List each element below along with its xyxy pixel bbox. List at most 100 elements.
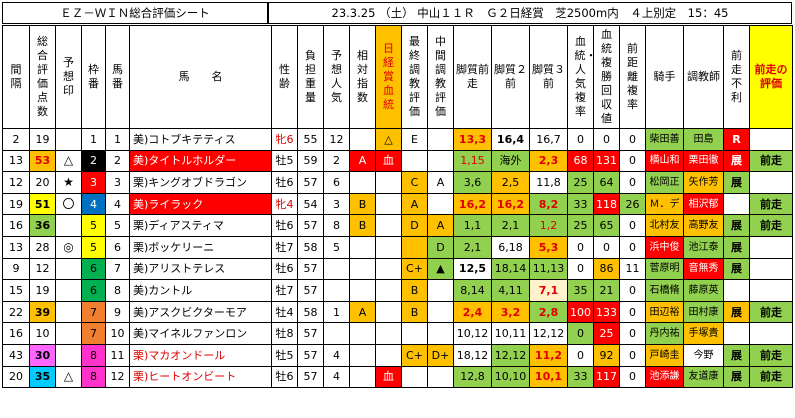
interval-cell: 15	[2, 279, 30, 302]
carried-weight: 57	[297, 279, 324, 302]
bloodline-return: 117	[593, 365, 620, 389]
style-last: 12,8	[453, 365, 492, 389]
header-label: 予想印	[63, 56, 74, 97]
prev-evaluation: 前走	[749, 192, 793, 216]
trainer-name: 手塚貴	[683, 322, 724, 345]
jockey-name: 池添謙	[645, 365, 684, 389]
final-workout	[401, 235, 428, 259]
score-cell: 19	[29, 279, 56, 302]
header-cell: 総合評価点数	[29, 25, 56, 129]
table-row: 20 35 △ 8 12 栗)ヒートオンビート 牡6 57 4 血 12,8 10,10 10,1 33 1…	[2, 365, 793, 389]
final-workout: C+	[401, 257, 428, 281]
horse-name: 美)マイネルファンロン	[129, 322, 272, 345]
header-cell: 血統複勝回収値	[593, 25, 620, 129]
prediction-mark: △	[55, 365, 82, 389]
header-cell: 中間調教評価	[427, 25, 454, 129]
prediction-mark	[55, 214, 82, 237]
bloodline-return: 21	[593, 279, 620, 302]
relative-index	[349, 322, 376, 345]
sex-age: 牡6	[271, 365, 298, 389]
bloodline-place-rate: 25	[567, 171, 594, 194]
style-last: 1,15	[453, 149, 492, 173]
prev-evaluation	[749, 279, 793, 302]
horse-number: 10	[105, 322, 130, 345]
carried-weight: 58	[297, 235, 324, 259]
score-cell: 36	[29, 214, 56, 237]
header-label: 負担重量	[305, 49, 316, 104]
trainer-name: 田島	[683, 128, 724, 151]
bloodline-return: 65	[593, 214, 620, 237]
bloodline-place-rate: 0	[567, 343, 594, 367]
prev-evaluation	[749, 128, 793, 151]
relative-index	[349, 279, 376, 302]
prev-disadvantage: 展	[723, 300, 750, 324]
prev-disadvantage: R	[723, 128, 750, 151]
distance-place-rate: 26	[619, 192, 646, 216]
style-last: 10,12	[453, 322, 492, 345]
prediction-mark: ★	[55, 171, 82, 194]
sex-age: 牡5	[271, 149, 298, 173]
table-row: 16 10 7 10 美)マイネルファンロン 牡8 57 10,12 10,11 12,12 0 25…	[2, 322, 793, 345]
table-row: 2 19 1 1 美)コトブキテティス 牝6 55 12 △ E 13,3 16,4 16,7 0 0 0 柴田…	[2, 128, 793, 151]
trainer-name: 音無秀	[683, 257, 724, 281]
carried-weight: 57	[297, 171, 324, 194]
style-last: 3,6	[453, 171, 492, 194]
prev-evaluation: 前走	[749, 214, 793, 237]
score-cell: 12	[29, 257, 56, 281]
horse-number: 6	[105, 235, 130, 259]
sex-age: 牡6	[271, 257, 298, 281]
predicted-popularity	[323, 279, 350, 302]
trainer-name: 高野友	[683, 214, 724, 237]
header-cell: 相対指数	[349, 25, 376, 129]
style-2back: 4,11	[491, 279, 530, 302]
prev-evaluation	[749, 257, 793, 281]
carried-weight: 57	[297, 214, 324, 237]
waku-number: 8	[81, 343, 106, 367]
horse-number: 8	[105, 279, 130, 302]
jockey-name: 柴田善	[645, 128, 684, 151]
carried-weight: 57	[297, 343, 324, 367]
style-last: 13,3	[453, 128, 492, 151]
interval-cell: 22	[2, 300, 30, 324]
header-cell: 日経賞血統	[375, 25, 402, 129]
bloodline-mark: 血	[375, 149, 402, 173]
style-3back: 1,2	[529, 214, 568, 237]
horse-name: 栗)キングオブドラゴン	[129, 171, 272, 194]
header-cell: 脚質前走	[453, 25, 492, 129]
sex-age: 牝4	[271, 192, 298, 216]
trainer-name: 相沢郁	[683, 192, 724, 216]
trainer-name: 友道康	[683, 365, 724, 389]
bloodline-place-rate: 33	[567, 365, 594, 389]
style-3back: 10,1	[529, 365, 568, 389]
style-last: 2,4	[453, 300, 492, 324]
horse-name: 栗)ディアスティマ	[129, 214, 272, 237]
trainer-name: 今野	[683, 343, 724, 367]
prev-evaluation	[749, 171, 793, 194]
header-label: 中間調教評価	[435, 35, 446, 118]
predicted-popularity: 6	[323, 171, 350, 194]
distance-place-rate: 11	[619, 257, 646, 281]
header-label: 総合評価点数	[37, 35, 48, 118]
prediction-mark: △	[55, 149, 82, 173]
waku-number: 6	[81, 279, 106, 302]
sex-age: 牝6	[271, 128, 298, 151]
prev-disadvantage: 展	[723, 149, 750, 173]
jockey-name: 横山和	[645, 149, 684, 173]
sex-age: 牡4	[271, 300, 298, 324]
style-3back: 5,3	[529, 235, 568, 259]
header-cell: 間隔	[2, 25, 30, 129]
style-2back: 16,2	[491, 192, 530, 216]
header-label: 相対指数	[357, 49, 368, 104]
jockey-name: 菅原明	[645, 257, 684, 281]
bloodline-return: 0	[593, 235, 620, 259]
interval-cell: 2	[2, 128, 30, 151]
predicted-popularity: 4	[323, 343, 350, 367]
bloodline-place-rate: 0	[567, 322, 594, 345]
header-cell: 前走不利	[723, 25, 750, 129]
header-label: 最終調教評価	[409, 35, 420, 118]
score-cell: 51	[29, 192, 56, 216]
predicted-popularity: 5	[323, 235, 350, 259]
sex-age: 牡7	[271, 279, 298, 302]
prediction-mark	[55, 300, 82, 324]
predicted-popularity	[323, 257, 350, 281]
